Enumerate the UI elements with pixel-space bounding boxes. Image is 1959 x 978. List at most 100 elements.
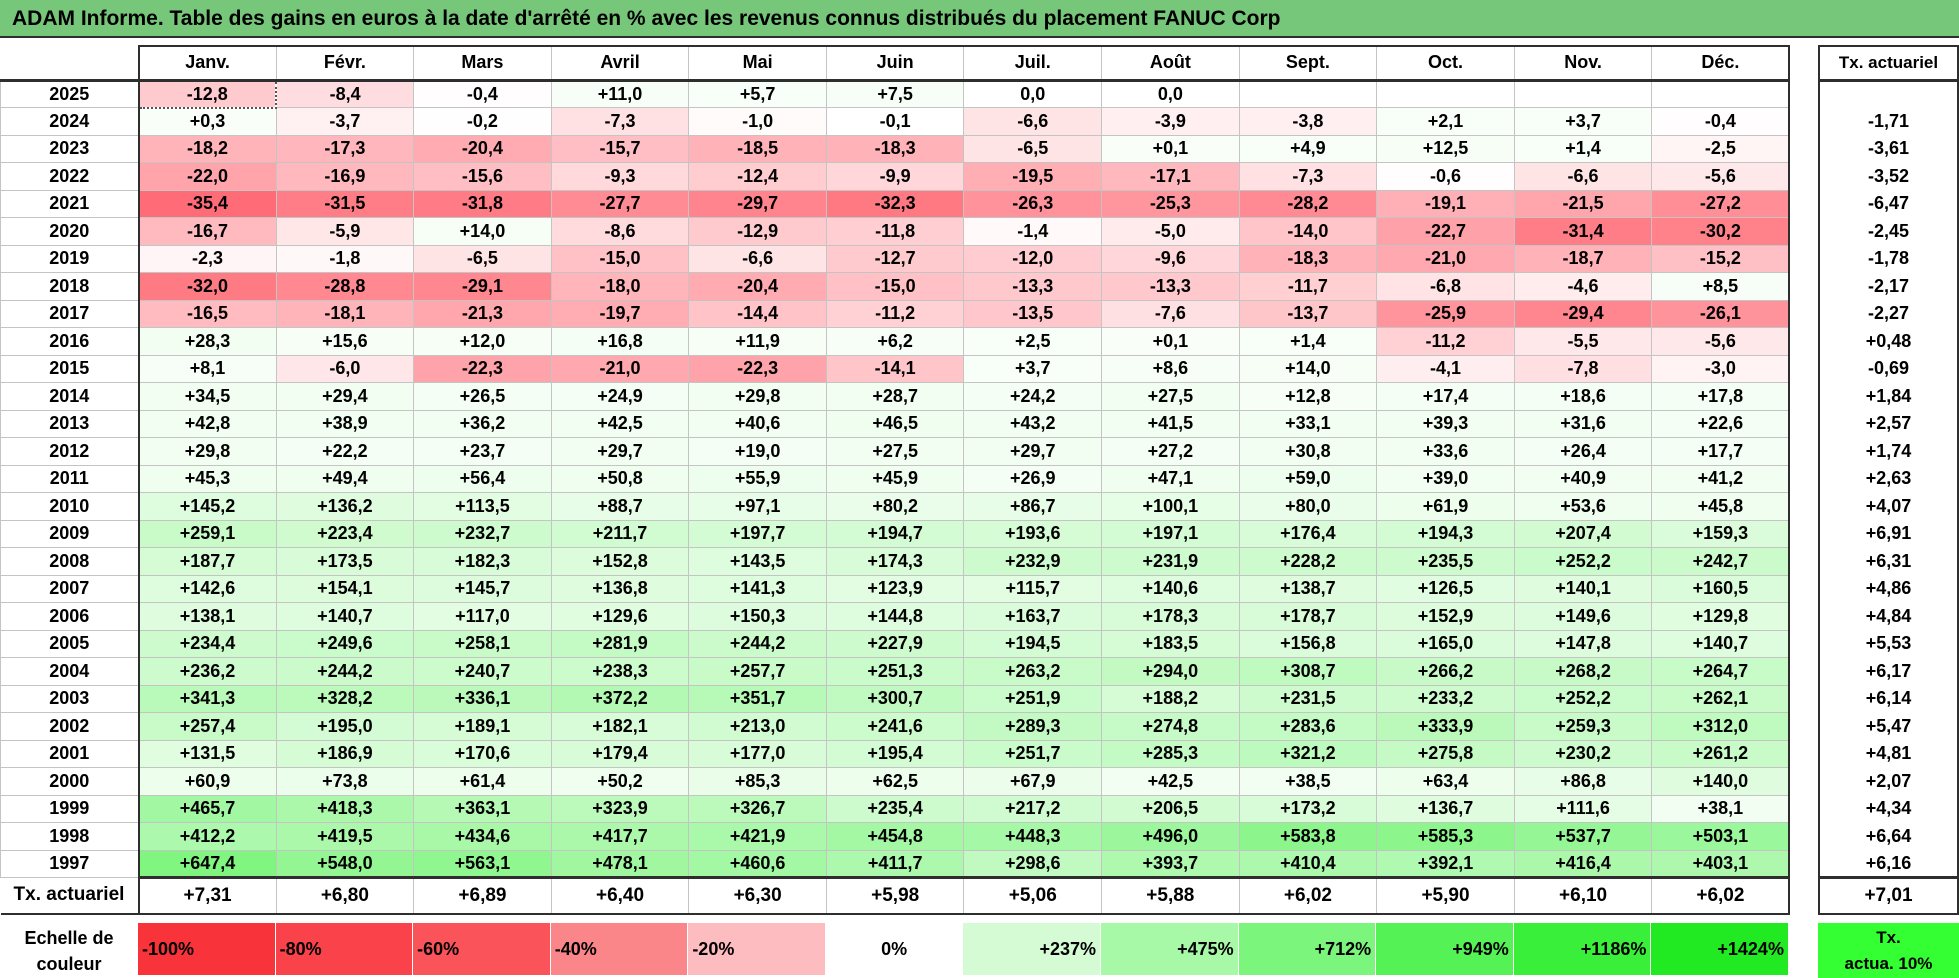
gain-cell: -20,4	[688, 272, 827, 301]
gain-cell: +40,9	[1513, 464, 1653, 493]
gain-cell: -14,0	[1238, 217, 1378, 246]
gain-cell: +178,7	[1238, 602, 1378, 631]
scale-swatch: -100%	[138, 923, 276, 975]
gain-cell: +257,4	[137, 712, 277, 741]
month-header-8: Août	[1101, 45, 1240, 82]
gain-cell: +238,3	[550, 657, 690, 686]
table-row: 2022 -22,0 -16,9 -15,6 -9,3 -12,4 -9,9 -19,5 -17…	[0, 162, 1791, 191]
gain-cell: -21,0	[550, 354, 690, 383]
gain-cell: +115,7	[963, 574, 1103, 603]
table-row: 2003 +341,3 +328,2 +336,1 +372,2 +351,7 +300,7…	[0, 684, 1791, 713]
gain-cell: -22,3	[688, 354, 827, 383]
gain-cell: +47,1	[1101, 464, 1240, 493]
gain-cell: -29,4	[1513, 299, 1653, 328]
year-label: 2003	[0, 684, 139, 713]
gain-cell: -3,0	[1651, 354, 1791, 383]
gain-cell: +170,6	[413, 739, 552, 768]
gain-cell: +61,9	[1376, 492, 1515, 521]
annual-rate-cell: +4,84	[1818, 602, 1959, 630]
gain-cell: -4,1	[1376, 354, 1515, 383]
gain-cell: +189,1	[413, 712, 552, 741]
gain-cell: -6,6	[963, 107, 1103, 136]
annual-rate-cell: -2,17	[1818, 272, 1959, 300]
gain-cell: +259,3	[1513, 712, 1653, 741]
gain-cell: +56,4	[413, 464, 552, 493]
gain-cell: +294,0	[1101, 657, 1240, 686]
annual-rate-table: Tx. actuariel -1,71 -3,61 -3,52 -6,47 -2,45-…	[1818, 45, 1959, 915]
gain-cell: +416,4	[1513, 849, 1653, 878]
scale-swatch: +237%	[963, 923, 1102, 975]
gain-cell: +40,6	[688, 409, 827, 438]
annual-rate-cell: -6,47	[1818, 190, 1959, 218]
table-row: 2015 +8,1 -6,0 -22,3 -21,0 -22,3 -14,1 +3,7 +8,6…	[0, 354, 1791, 383]
gain-cell: +152,9	[1376, 602, 1515, 631]
gain-cell: -1,4	[963, 217, 1103, 246]
gain-cell: -15,0	[550, 244, 690, 273]
gain-cell: -18,3	[1238, 244, 1378, 273]
gain-cell: +5,7	[688, 79, 827, 108]
annual-rate-cell: +4,86	[1818, 575, 1959, 603]
gain-cell: +323,9	[550, 794, 690, 823]
annual-rate-cell: +6,31	[1818, 547, 1959, 575]
table-row: 2024 +0,3 -3,7 -0,2 -7,3 -1,0 -0,1 -6,6 -3,9 -3,8…	[0, 107, 1791, 136]
gain-cell: +275,8	[1376, 739, 1515, 768]
table-row: 2023 -18,2 -17,3 -20,4 -15,7 -18,5 -18,3 -6,5 +0…	[0, 134, 1791, 163]
month-header-11: Nov.	[1513, 45, 1653, 82]
gain-cell: -2,5	[1651, 134, 1791, 163]
table-row: 2021 -35,4 -31,5 -31,8 -27,7 -29,7 -32,3 -26,3-…	[0, 189, 1791, 218]
table-row: 2025 -12,8 -8,4 -0,4 +11,0 +5,7 +7,5 0,0 0,0	[0, 79, 1791, 109]
gain-cell: -15,6	[413, 162, 552, 191]
annual-rate-cell: +1,84	[1818, 382, 1959, 410]
gain-cell: +195,4	[825, 739, 965, 768]
gain-cell: +28,3	[137, 327, 277, 356]
gain-cell: +312,0	[1651, 712, 1791, 741]
gain-cell: +496,0	[1101, 822, 1240, 851]
scale-swatch: -20%	[688, 923, 826, 975]
footer-rate-cell: +6,10	[1513, 876, 1653, 915]
gain-cell: +419,5	[275, 822, 415, 851]
month-header-12: Déc.	[1651, 45, 1791, 82]
annual-rate-cell: +2,57	[1818, 410, 1959, 438]
annual-rate-cell: -3,52	[1818, 162, 1959, 190]
gain-cell: -21,3	[413, 299, 552, 328]
gain-cell: +412,2	[137, 822, 277, 851]
gain-cell: 0,0	[1101, 79, 1240, 108]
gain-cell: +3,7	[1513, 107, 1653, 136]
gain-cell: +207,4	[1513, 519, 1653, 548]
gain-cell: +211,7	[550, 519, 690, 548]
gain-cell: +252,2	[1513, 684, 1653, 713]
gain-cell: -7,6	[1101, 299, 1240, 328]
footer-rate-cell: +6,02	[1238, 876, 1378, 915]
gain-cell: -14,1	[825, 354, 965, 383]
gain-cell: -8,4	[275, 79, 415, 108]
gain-cell: +283,6	[1238, 712, 1378, 741]
gain-cell: +61,4	[413, 767, 552, 796]
gain-cell: -9,9	[825, 162, 965, 191]
scale-swatch: +712%	[1238, 923, 1377, 975]
gain-cell: +29,7	[550, 437, 690, 466]
gain-cell: +23,7	[413, 437, 552, 466]
gain-cell: +326,7	[688, 794, 827, 823]
gain-cell: -16,5	[137, 299, 277, 328]
gain-cell: +249,6	[275, 629, 415, 658]
gain-cell: +53,6	[1513, 492, 1653, 521]
gain-cell: +143,5	[688, 547, 827, 576]
gain-cell: +194,3	[1376, 519, 1515, 548]
gain-cell: +50,8	[550, 464, 690, 493]
gain-cell: -30,2	[1651, 217, 1791, 246]
gain-cell: +392,1	[1376, 849, 1515, 878]
gains-table: Janv. Févr. Mars Avril Mai Juin Juil. Août Sept.…	[0, 45, 1791, 915]
gain-cell: +165,0	[1376, 629, 1515, 658]
annual-rate-cell: +2,07	[1818, 767, 1959, 795]
gain-cell: +372,2	[550, 684, 690, 713]
gain-cell: +230,2	[1513, 739, 1653, 768]
gain-cell: +193,6	[963, 519, 1103, 548]
gain-cell: -7,8	[1513, 354, 1653, 383]
month-header-5: Mai	[688, 45, 827, 82]
gain-cell: -5,9	[275, 217, 415, 246]
gain-cell: 0,0	[963, 79, 1103, 108]
gain-cell: -31,4	[1513, 217, 1653, 246]
gain-cell: -11,2	[825, 299, 965, 328]
gain-cell: +111,6	[1513, 794, 1653, 823]
gain-cell: +235,4	[825, 794, 965, 823]
